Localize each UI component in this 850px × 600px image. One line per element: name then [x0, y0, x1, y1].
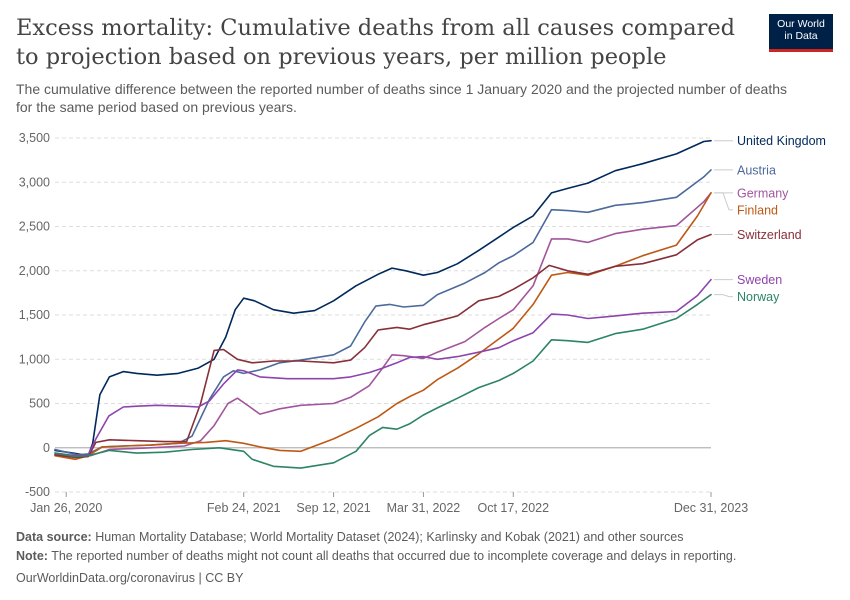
logo-line-1: Our World: [777, 18, 825, 30]
credit-link[interactable]: OurWorldinData.org/coronavirus | CC BY: [16, 571, 244, 585]
y-tick-label: 3,500: [19, 131, 50, 145]
series-line-sweden[interactable]: [54, 278, 712, 457]
series-label-norway[interactable]: Norway: [737, 290, 780, 304]
y-tick-label: 1,000: [19, 352, 50, 366]
series-lines: [54, 139, 712, 469]
x-tick-label: Jan 26, 2020: [30, 501, 102, 515]
note: Note: The reported number of deaths migh…: [16, 548, 816, 564]
series-label-switzerland[interactable]: Switzerland: [737, 228, 802, 242]
series-label-finland[interactable]: Finland: [737, 203, 778, 217]
note-label: Note:: [16, 549, 48, 563]
data-source: Data source: Human Mortality Database; W…: [16, 529, 816, 545]
series-label-sweden[interactable]: Sweden: [737, 273, 782, 287]
logo-line-2: in Data: [784, 30, 818, 42]
grid-lines: [55, 137, 711, 493]
series-line-norway[interactable]: [54, 293, 712, 469]
y-tick-label: 0: [43, 441, 50, 455]
series-line-united-kingdom[interactable]: [54, 139, 712, 457]
y-axis: -500 0 500 1,000 1,500 2,000 2,500 3,000 3,500: [19, 131, 50, 499]
x-tick-label: Oct 17, 2022: [478, 501, 550, 515]
label-connector: [714, 192, 733, 211]
x-tick-label: Mar 31, 2022: [387, 501, 461, 515]
series-line-germany[interactable]: [54, 192, 712, 458]
series-line-finland[interactable]: [54, 192, 712, 461]
series-label-united-kingdom[interactable]: United Kingdom: [737, 134, 826, 148]
chart-title: Excess mortality: Cumulative deaths from…: [16, 15, 736, 70]
series-label-austria[interactable]: Austria: [737, 163, 776, 177]
y-tick-label: 2,000: [19, 264, 50, 278]
y-tick-label: 500: [29, 397, 50, 411]
chart-subtitle: The cumulative difference between the re…: [16, 81, 788, 115]
label-connector: [714, 294, 733, 298]
data-source-text: Human Mortality Database; World Mortalit…: [91, 530, 684, 544]
y-tick-label: 2,500: [19, 220, 50, 234]
y-tick-label: 3,000: [19, 175, 50, 189]
note-text: The reported number of deaths might not …: [47, 549, 737, 563]
y-tick-label: 1,500: [19, 308, 50, 322]
series-line-switzerland[interactable]: [54, 233, 712, 459]
x-tick-label: Sep 12, 2021: [296, 501, 370, 515]
series-line-austria[interactable]: [54, 169, 712, 456]
series-labels: United Kingdom Austria Germany Finland Switz…: [714, 134, 826, 304]
owid-logo[interactable]: Our World in Data: [769, 14, 833, 52]
y-tick-label: -500: [25, 485, 50, 499]
series-label-germany[interactable]: Germany: [737, 186, 789, 200]
x-tick-label: Feb 24, 2021: [207, 501, 281, 515]
x-axis: Jan 26, 2020 Feb 24, 2021 Sep 12, 2021 Mar …: [30, 492, 748, 515]
data-source-label: Data source:: [16, 530, 92, 544]
x-tick-label: Dec 31, 2023: [674, 501, 748, 515]
